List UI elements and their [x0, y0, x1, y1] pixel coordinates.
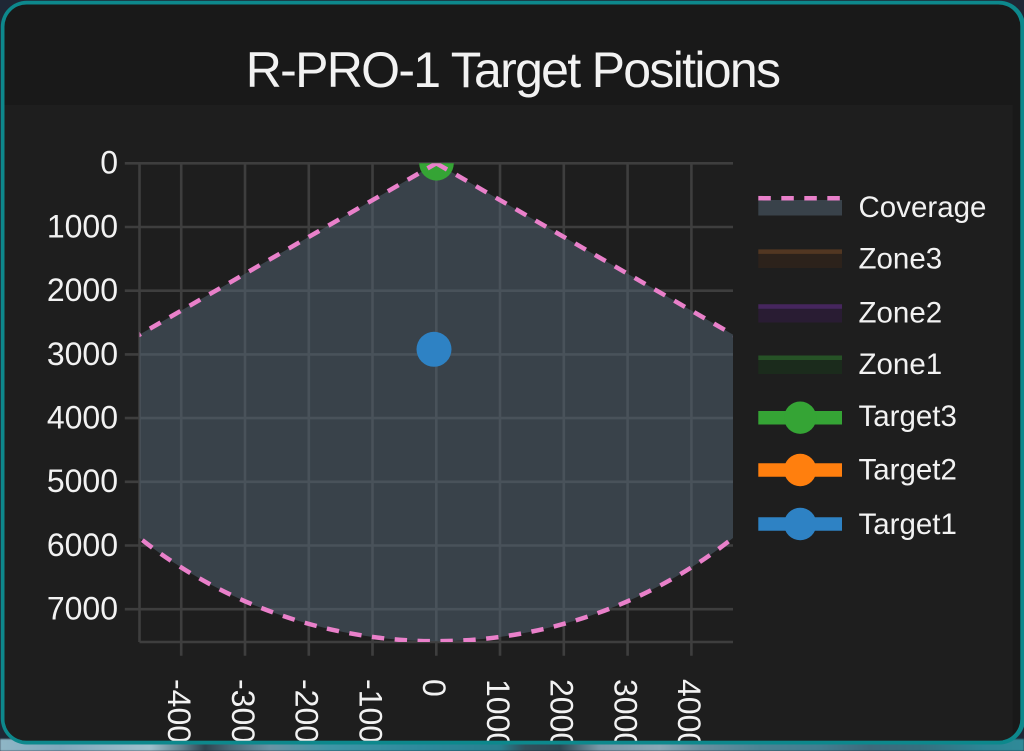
svg-text:R-PRO-1 Target Positions: R-PRO-1 Target Positions: [246, 42, 780, 98]
svg-text:Coverage: Coverage: [859, 191, 987, 224]
svg-text:-3000: -3000: [225, 679, 261, 751]
svg-text:0: 0: [416, 679, 452, 697]
svg-text:-2000: -2000: [289, 679, 325, 751]
svg-text:-4000: -4000: [161, 679, 197, 751]
svg-text:Zone2: Zone2: [859, 297, 943, 330]
svg-text:1000: 1000: [480, 679, 516, 750]
svg-text:1000: 1000: [47, 208, 118, 244]
svg-text:Target2: Target2: [859, 454, 957, 487]
svg-text:Zone3: Zone3: [859, 243, 943, 276]
svg-text:6000: 6000: [47, 527, 118, 563]
svg-text:3000: 3000: [607, 679, 643, 750]
svg-text:3000: 3000: [47, 336, 118, 372]
svg-text:0: 0: [100, 145, 118, 181]
svg-text:5000: 5000: [47, 463, 118, 499]
svg-text:Target3: Target3: [859, 400, 957, 433]
svg-text:-1000: -1000: [352, 679, 388, 751]
svg-text:4000: 4000: [671, 679, 707, 750]
svg-text:2000: 2000: [544, 679, 580, 750]
svg-text:4000: 4000: [47, 400, 118, 436]
svg-text:Zone1: Zone1: [859, 348, 943, 381]
svg-text:Target1: Target1: [859, 508, 957, 541]
svg-text:2000: 2000: [47, 272, 118, 308]
svg-text:7000: 7000: [47, 591, 118, 627]
